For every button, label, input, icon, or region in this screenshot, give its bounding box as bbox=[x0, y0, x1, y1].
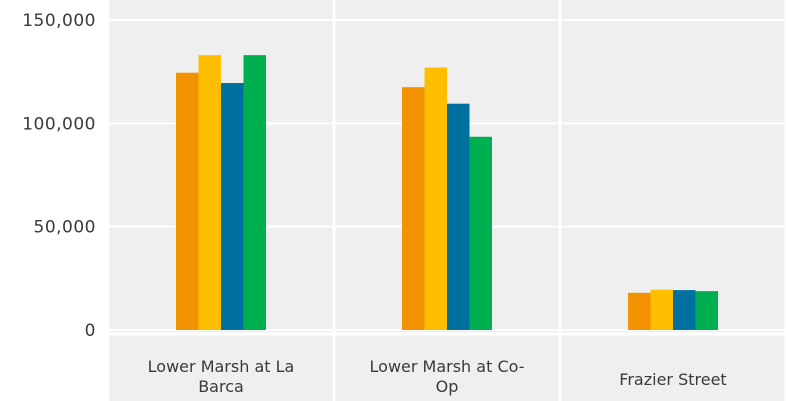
y-axis: 0 50,000 100,000 150,000 bbox=[22, 11, 96, 341]
x-tick-label: Frazier Street bbox=[619, 370, 726, 389]
bars bbox=[176, 55, 718, 331]
y-tick-label: 150,000 bbox=[22, 11, 96, 31]
bar bbox=[198, 55, 221, 331]
x-tick-label: Lower Marsh at Co-Op bbox=[370, 357, 525, 396]
bar bbox=[650, 289, 673, 330]
y-tick-label: 100,000 bbox=[22, 114, 96, 134]
bar bbox=[469, 136, 492, 330]
bar bbox=[695, 291, 718, 330]
bar bbox=[176, 72, 199, 330]
y-tick-label: 0 bbox=[85, 321, 96, 341]
bar bbox=[243, 55, 266, 331]
bar bbox=[628, 292, 651, 330]
bar bbox=[447, 103, 470, 330]
bar bbox=[424, 67, 447, 331]
y-tick-label: 50,000 bbox=[34, 218, 96, 238]
x-axis: Lower Marsh at La Barca Lower Marsh at Co-… bbox=[148, 357, 727, 396]
bar bbox=[221, 83, 244, 331]
x-tick-label: Lower Marsh at La Barca bbox=[148, 357, 295, 396]
bar bbox=[673, 290, 696, 330]
bar bbox=[402, 87, 425, 331]
